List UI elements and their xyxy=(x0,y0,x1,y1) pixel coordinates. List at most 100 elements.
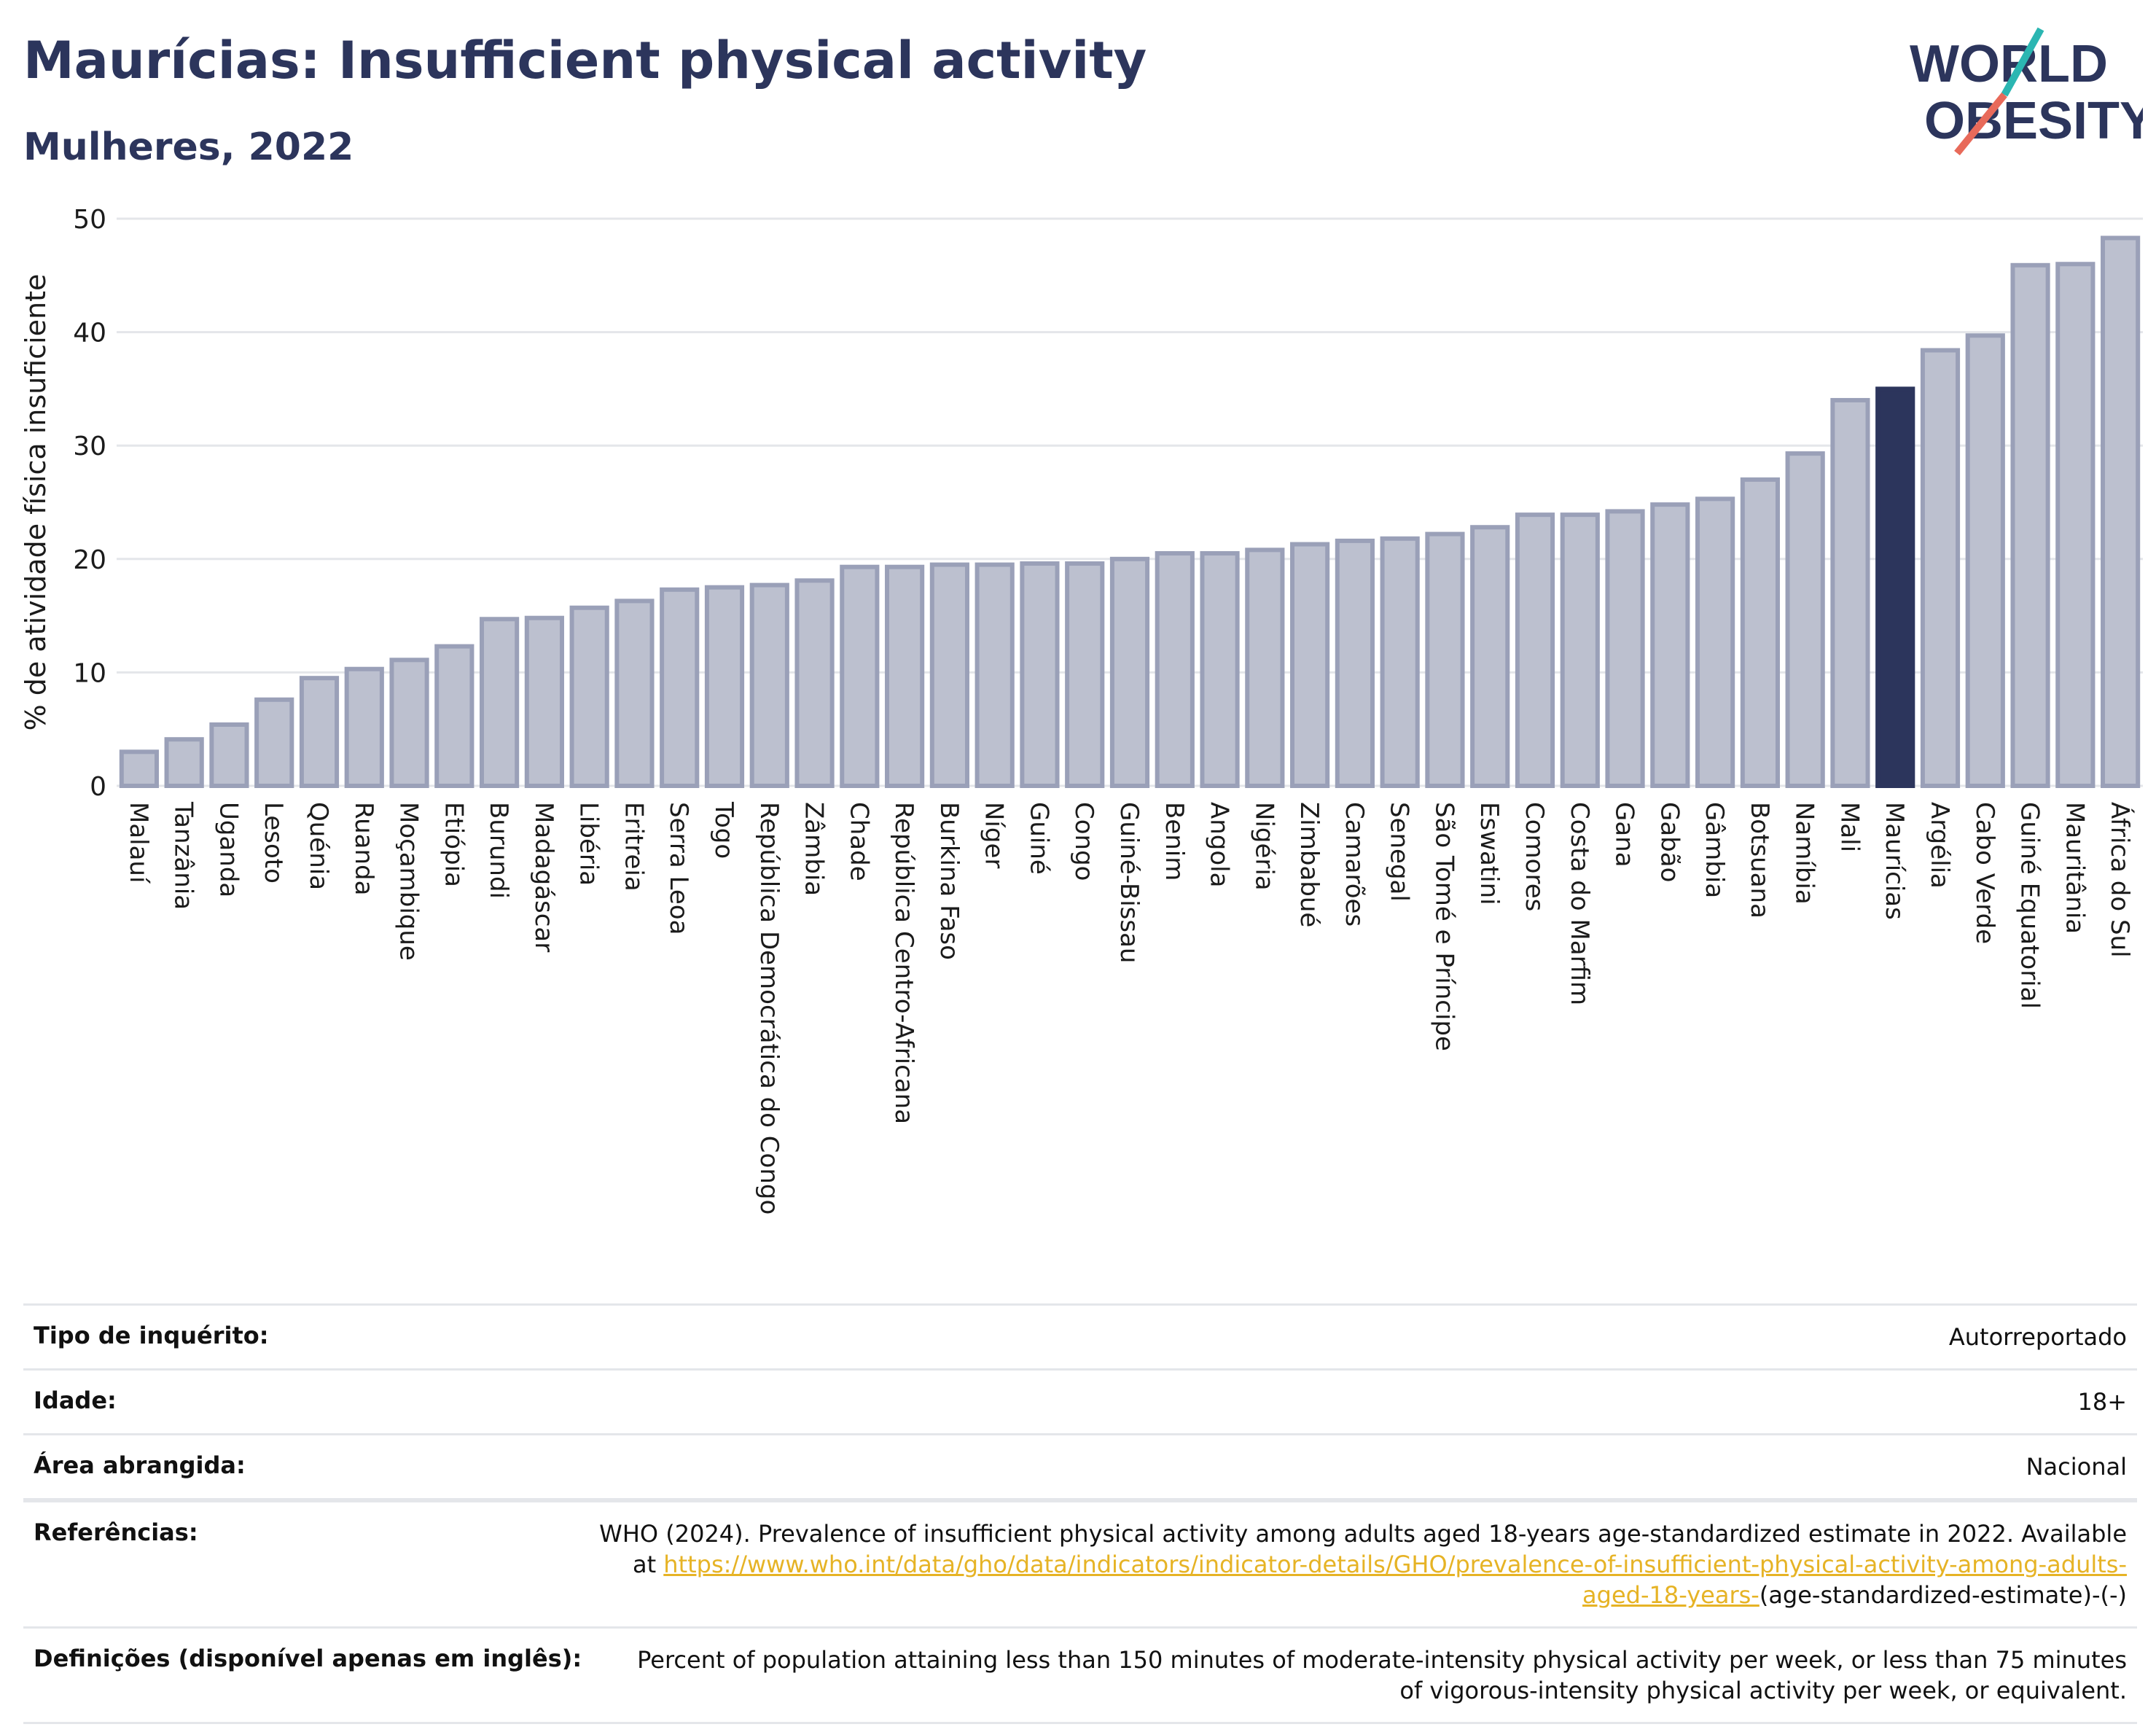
x-tick-label: República Democrática do Congo xyxy=(754,802,784,1214)
bar xyxy=(1155,551,1195,789)
bar xyxy=(1650,502,1690,788)
bar xyxy=(254,697,294,789)
metadata-row: Área abrangida: Nacional xyxy=(23,1433,2137,1500)
bar xyxy=(1470,525,1510,788)
x-tick-label: Mali xyxy=(1835,802,1864,852)
x-tick-label: Serra Leoa xyxy=(664,802,693,935)
bar xyxy=(1109,556,1150,788)
bar xyxy=(1245,547,1285,788)
x-tick-label: Guiné Equatorial xyxy=(2015,802,2044,1009)
x-tick-label: Quénia xyxy=(304,802,333,890)
world-obesity-logo: WORLD OBESITY xyxy=(1910,27,2143,156)
y-tick-label: 50 xyxy=(73,205,106,235)
x-tick-label: Comores xyxy=(1520,802,1549,911)
x-tick-label: São Tomé e Príncipe xyxy=(1429,802,1458,1051)
bar xyxy=(2010,262,2050,788)
x-tick-label: África do Sul xyxy=(2105,802,2135,958)
bar xyxy=(1290,542,1330,789)
bar xyxy=(1920,348,1961,789)
x-tick-label: Lesoto xyxy=(259,802,288,884)
x-tick-label: Burundi xyxy=(484,802,513,899)
x-tick-label: Benim xyxy=(1160,802,1189,881)
y-tick-label: 30 xyxy=(73,432,106,461)
metadata-row-definitions: Definições (disponível apenas em inglês)… xyxy=(23,1626,2137,1724)
y-tick-label: 0 xyxy=(90,772,106,802)
bar xyxy=(1740,477,1780,788)
x-tick-label: Angola xyxy=(1205,802,1234,887)
definitions-label: Definições (disponível apenas em inglês)… xyxy=(34,1645,582,1672)
x-tick-label: Níger xyxy=(980,802,1009,868)
logo-slash-teal xyxy=(2001,27,2044,97)
x-tick-label: Camarões xyxy=(1340,802,1369,927)
metadata-label: Área abrangida: xyxy=(34,1451,246,1479)
definitions-value: Percent of population attaining less tha… xyxy=(637,1646,2127,1704)
y-axis-label: % de atividade física insuficiente xyxy=(20,274,52,731)
bar xyxy=(1380,536,1420,788)
bar-highlight xyxy=(1875,386,1915,788)
metadata-row: Idade: 18+ xyxy=(23,1368,2137,1433)
x-tick-label: Gana xyxy=(1610,802,1639,868)
bar xyxy=(975,562,1015,789)
bar xyxy=(1785,451,1825,788)
x-tick-label: Costa do Marfim xyxy=(1565,802,1594,1005)
x-tick-label: Zâmbia xyxy=(800,802,829,896)
metadata-table: Tipo de inquérito: Autorreportado Idade: 18… xyxy=(23,1303,2137,1724)
x-tick-label: Guiné xyxy=(1024,802,1053,875)
bar xyxy=(1605,509,1645,788)
x-tick-label: Nigéria xyxy=(1249,802,1278,891)
x-tick-label: Uganda xyxy=(214,802,243,897)
bar xyxy=(749,582,789,788)
x-tick-label: Cabo Verde xyxy=(1970,802,1999,944)
bar xyxy=(524,615,564,788)
y-tick-label: 40 xyxy=(73,319,106,348)
metadata-value: Nacional xyxy=(2026,1453,2127,1481)
references-text: WHO (2024). Prevalence of insufficient p… xyxy=(599,1520,2127,1578)
bar xyxy=(209,722,249,789)
bar xyxy=(614,599,655,789)
y-tick-label: 20 xyxy=(73,545,106,575)
x-tick-label: Etiópia xyxy=(439,802,468,887)
bar xyxy=(840,564,880,789)
chart-subtitle: Mulheres, 2022 xyxy=(23,125,354,169)
x-tick-label: Gâmbia xyxy=(1700,802,1729,898)
bar-chart: 0 10 20 30 40 50 % de atividade física insufi… xyxy=(20,205,2143,1214)
bar xyxy=(389,658,429,788)
y-axis-ticks: 0 10 20 30 40 50 xyxy=(73,205,106,802)
bar xyxy=(2055,262,2096,788)
bar xyxy=(434,644,474,788)
references-link[interactable]: https://www.who.int/data/gho/data/indica… xyxy=(663,1551,2127,1609)
x-tick-label: Gabão xyxy=(1655,802,1684,882)
bar xyxy=(1695,496,1735,788)
x-tick-label: Botsuana xyxy=(1745,802,1774,919)
x-tick-label: Eritreia xyxy=(619,802,648,892)
x-tick-label: Zimbabué xyxy=(1294,802,1324,927)
bar xyxy=(1425,531,1465,788)
x-tick-label: Burkina Faso xyxy=(934,802,964,960)
metadata-value: Autorreportado xyxy=(1948,1323,2127,1351)
metadata-label: Tipo de inquérito: xyxy=(34,1322,269,1349)
bar xyxy=(1065,561,1105,788)
bar xyxy=(344,666,384,788)
x-tick-label: Chade xyxy=(844,802,873,881)
x-tick-label: Namíbia xyxy=(1790,802,1819,905)
x-tick-label: Madagáscar xyxy=(529,802,558,952)
metadata-value: 18+ xyxy=(2077,1388,2127,1416)
x-axis-labels: Malauí Tanzânia Uganda Lesoto Quénia Ruanda Mo… xyxy=(124,801,2135,1214)
metadata-row: Tipo de inquérito: Autorreportado xyxy=(23,1303,2137,1368)
x-tick-label: Argélia xyxy=(1925,802,1954,889)
bar xyxy=(929,562,969,789)
bar xyxy=(885,564,925,789)
x-tick-label: Libéria xyxy=(574,802,604,886)
bars xyxy=(119,235,2141,789)
bar xyxy=(704,585,745,788)
x-tick-label: Eswatini xyxy=(1475,802,1504,905)
x-tick-label: Malauí xyxy=(124,802,153,884)
metadata-basic-rows: Tipo de inquérito: Autorreportado Idade: 18… xyxy=(23,1303,2137,1500)
bar xyxy=(1515,512,1555,789)
x-tick-label: Guiné-Bissau xyxy=(1114,802,1144,963)
bar xyxy=(119,749,159,788)
references-label: Referências: xyxy=(34,1518,198,1546)
logo-word-obesity: OBESITY xyxy=(1924,92,2143,150)
bar xyxy=(660,587,700,788)
bar xyxy=(1560,512,1600,789)
